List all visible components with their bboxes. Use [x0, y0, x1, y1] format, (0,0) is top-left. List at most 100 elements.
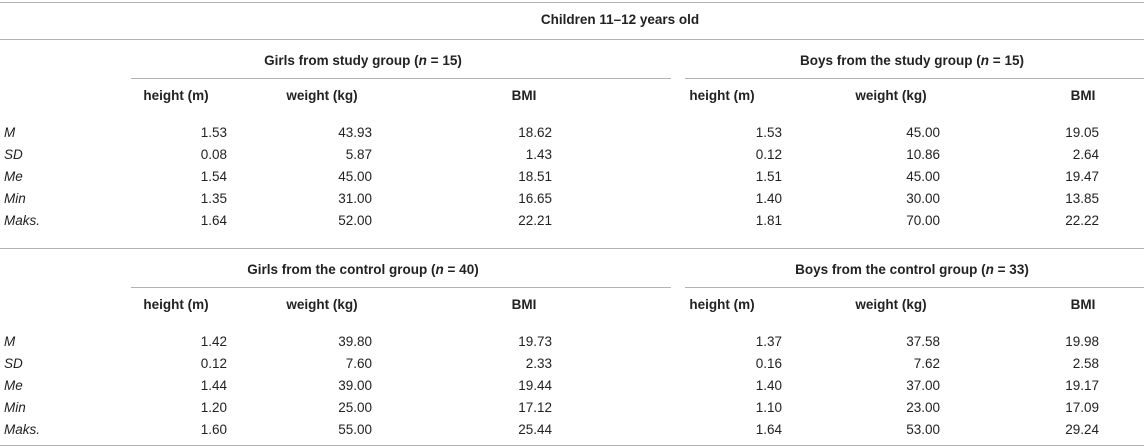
row-label: Me [4, 169, 23, 184]
table-cell: 1.20 [200, 400, 227, 415]
column-header: height (m) [143, 88, 209, 103]
table-cell: 1.53 [755, 125, 782, 140]
row-label: SD [4, 356, 23, 371]
table-cell: 2.58 [1072, 356, 1099, 371]
group-title-n: n [418, 53, 427, 68]
table-cell: 19.17 [1065, 378, 1099, 393]
group-title-text: Girls from the control group ( [247, 262, 436, 277]
row-label: Me [4, 378, 23, 393]
table-cell: 30.00 [906, 191, 940, 206]
row-label: Min [4, 191, 26, 206]
table-cell: 1.54 [200, 169, 227, 184]
column-header: BMI [1070, 88, 1096, 103]
table-cell: 1.64 [200, 213, 227, 228]
table-cell: 1.42 [200, 334, 227, 349]
table-cell: 1.51 [755, 169, 782, 184]
table-cell: 53.00 [906, 422, 940, 437]
row-label: M [4, 334, 16, 349]
table-cell: 19.44 [518, 378, 552, 393]
table-cell: 45.00 [906, 125, 940, 140]
table-cell: 13.85 [1065, 191, 1099, 206]
column-header: height (m) [143, 297, 209, 312]
column-header: height (m) [689, 297, 755, 312]
column-header: BMI [511, 297, 537, 312]
table-cell: 19.05 [1065, 125, 1099, 140]
row-label: M [4, 125, 16, 140]
column-header: weight (kg) [855, 297, 927, 312]
table-cell: 45.00 [338, 169, 372, 184]
table-title: Children 11–12 years old [540, 12, 700, 27]
table-cell: 0.12 [200, 356, 227, 371]
group-title-text: Boys from the study group ( [800, 53, 981, 68]
table-cell: 43.93 [338, 125, 372, 140]
table-cell: 29.24 [1065, 422, 1099, 437]
group-title-n: n [435, 262, 444, 277]
table-cell: 17.09 [1065, 400, 1099, 415]
table-cell: 16.65 [518, 191, 552, 206]
group-title-n: n [985, 262, 994, 277]
table-cell: 1.81 [755, 213, 782, 228]
table-cell: 25.00 [338, 400, 372, 415]
table-cell: 19.73 [518, 334, 552, 349]
group-title-count: = 15) [989, 53, 1024, 68]
table-cell: 70.00 [906, 213, 940, 228]
table-cell: 39.00 [338, 378, 372, 393]
table-cell: 1.60 [200, 422, 227, 437]
group-title-n: n [980, 53, 990, 68]
table-cell: 22.22 [1065, 213, 1099, 228]
group-title-count: = 33) [993, 262, 1029, 277]
section-rule [0, 248, 1144, 249]
table-cell: 1.64 [755, 422, 782, 437]
column-header: height (m) [689, 88, 755, 103]
bottom-rule [0, 445, 1144, 446]
table-cell: 1.10 [755, 400, 782, 415]
table-cell: 5.87 [345, 147, 372, 162]
table-cell: 18.51 [518, 169, 552, 184]
table-cell: 0.08 [200, 147, 227, 162]
table-cell: 37.58 [906, 334, 940, 349]
top-rule [0, 2, 1144, 3]
table-cell: 2.64 [1072, 147, 1099, 162]
table-cell: 55.00 [338, 422, 372, 437]
table-cell: 1.53 [200, 125, 227, 140]
group-title-left: Girls from the control group (n = 40) [247, 262, 478, 278]
group-title-right: Boys from the study group (n = 15) [800, 53, 1024, 69]
table-cell: 45.00 [906, 169, 940, 184]
row-label: Maks. [4, 213, 41, 228]
table-cell: 39.80 [338, 334, 372, 349]
table-cell: 1.35 [200, 191, 227, 206]
group-title-text: Girls from study group ( [264, 53, 419, 68]
table-cell: 52.00 [338, 213, 372, 228]
table-cell: 10.86 [906, 147, 940, 162]
group-rule-left [131, 78, 671, 79]
column-header: weight (kg) [286, 88, 358, 103]
column-header: weight (kg) [855, 88, 927, 103]
table-cell: 0.16 [755, 356, 782, 371]
table-cell: 1.37 [755, 334, 782, 349]
table-cell: 23.00 [906, 400, 940, 415]
group-rule-left [131, 287, 671, 288]
table-cell: 17.12 [518, 400, 552, 415]
table-cell: 22.21 [518, 213, 552, 228]
column-header: BMI [1070, 297, 1096, 312]
group-title-left: Girls from study group (n = 15) [264, 53, 462, 69]
table-cell: 7.60 [345, 356, 372, 371]
column-header: weight (kg) [286, 297, 358, 312]
table-cell: 37.00 [906, 378, 940, 393]
table-cell: 7.62 [913, 356, 940, 371]
table-cell: 19.47 [1065, 169, 1099, 184]
table-cell: 25.44 [518, 422, 552, 437]
column-header: BMI [511, 88, 537, 103]
table-cell: 1.40 [755, 378, 782, 393]
table-cell: 31.00 [338, 191, 372, 206]
row-label: Min [4, 400, 26, 415]
table-cell: 0.12 [755, 147, 782, 162]
row-label: Maks. [4, 422, 41, 437]
table-cell: 1.40 [755, 191, 782, 206]
group-title-right: Boys from the control group (n = 33) [795, 262, 1029, 278]
group-rule-right [685, 287, 1144, 288]
table-cell: 2.33 [525, 356, 552, 371]
row-label: SD [4, 147, 23, 162]
group-title-count: = 15) [426, 53, 462, 68]
